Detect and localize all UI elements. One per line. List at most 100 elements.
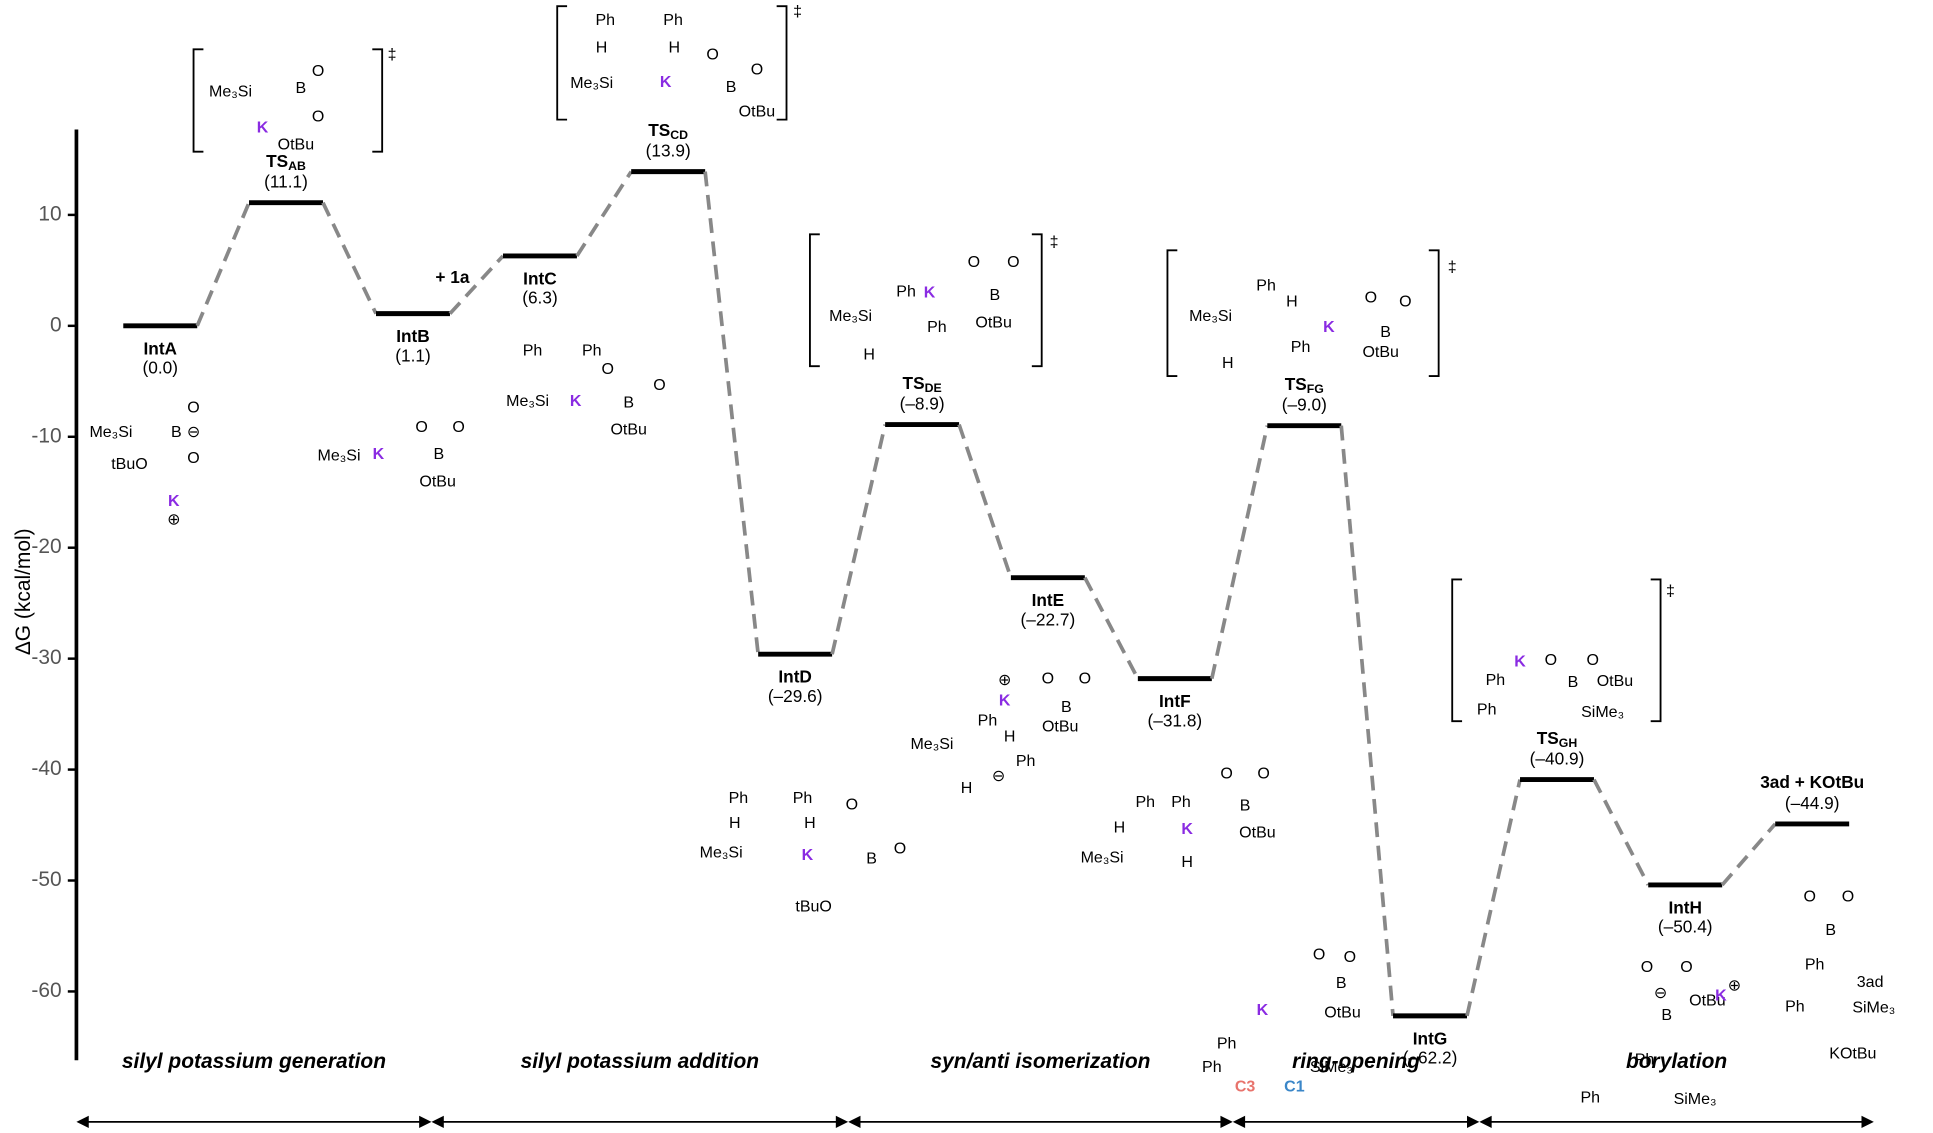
structure-atom: O bbox=[1545, 651, 1557, 669]
structure-atom: O bbox=[1042, 670, 1054, 688]
level-name-main: IntF bbox=[1159, 691, 1191, 711]
structure-atom: H bbox=[863, 345, 875, 363]
connector bbox=[830, 424, 887, 655]
connector bbox=[1083, 576, 1140, 680]
level-name: IntA bbox=[143, 338, 177, 358]
structure-atom: O bbox=[1680, 958, 1692, 976]
structure-atom: 3ad bbox=[1857, 973, 1884, 991]
structure-atom: ‡ bbox=[793, 3, 802, 21]
structure-atom: OtBu bbox=[739, 102, 776, 120]
level-name-main: IntB bbox=[396, 326, 430, 346]
structure-atom: O bbox=[1344, 948, 1356, 966]
structure-atom: O bbox=[751, 61, 763, 79]
structure-atom: KOtBu bbox=[1829, 1044, 1876, 1062]
structure-atom: O bbox=[1641, 958, 1653, 976]
structure-atom: O bbox=[312, 62, 324, 80]
structure-atom: B bbox=[1380, 323, 1391, 341]
structure-atom: Me₃Si bbox=[1189, 307, 1232, 325]
structure-atom: O bbox=[602, 360, 614, 378]
structure-atom: H bbox=[1114, 819, 1126, 837]
structure-atom: Ph bbox=[1171, 793, 1191, 811]
value-label: (–22.7) bbox=[1021, 609, 1076, 629]
structure-atom: H bbox=[596, 38, 608, 56]
structure-atom: Me₃Si bbox=[570, 74, 613, 92]
structure-atom: Me₃Si bbox=[910, 735, 953, 753]
level-name: TSAB bbox=[266, 151, 306, 174]
structure-atom: Ph bbox=[1805, 956, 1825, 974]
level-name: TSGH bbox=[1537, 727, 1578, 750]
structure-atom: H bbox=[961, 779, 973, 797]
structure-atom: B bbox=[726, 78, 737, 96]
structure-atom: H bbox=[1222, 354, 1234, 372]
structure-atom: ⊕ bbox=[1728, 976, 1741, 994]
structure-atom: Ph bbox=[1486, 671, 1506, 689]
structure-atom: Me₃Si bbox=[318, 446, 361, 464]
structure-atom: O bbox=[312, 107, 324, 125]
structure-atom: Me₃Si bbox=[89, 423, 132, 441]
value-label: (6.3) bbox=[522, 288, 557, 308]
structure-atom: Ph bbox=[978, 711, 998, 729]
y-tick-label: 10 bbox=[38, 202, 61, 225]
structure-atom: Ph bbox=[1291, 338, 1311, 356]
level-name-main: 3ad + KOtBu bbox=[1760, 772, 1864, 792]
level-name: TSFG bbox=[1285, 374, 1324, 397]
ts-bracket bbox=[809, 233, 1043, 368]
structure-atom: Ph bbox=[1785, 997, 1805, 1015]
structure-atom: OtBu bbox=[1689, 991, 1726, 1009]
connector bbox=[195, 201, 251, 327]
y-tick-label: -10 bbox=[31, 424, 61, 447]
structure-atom: K bbox=[168, 492, 180, 510]
structure-atom: K bbox=[1715, 986, 1727, 1004]
connector bbox=[1210, 425, 1270, 680]
y-tick-label: -60 bbox=[31, 979, 61, 1002]
ts-bracket bbox=[1166, 249, 1440, 377]
structure-atom: O bbox=[1365, 289, 1377, 307]
structure-atom: Ph bbox=[793, 789, 813, 807]
structure-atom: O bbox=[1313, 946, 1325, 964]
value-label: (–62.2) bbox=[1403, 1048, 1458, 1068]
value-label: (–29.6) bbox=[768, 686, 823, 706]
level-name: IntE bbox=[1032, 590, 1065, 610]
y-axis-label: ΔG (kcal/mol) bbox=[12, 528, 35, 655]
structure-atom: B bbox=[623, 393, 634, 411]
level-name-main: TS bbox=[1537, 727, 1559, 747]
annotation: + 1a bbox=[435, 267, 469, 287]
level-name: TSCD bbox=[648, 120, 688, 143]
structure-atom: O bbox=[1220, 764, 1232, 782]
structure-atom: K bbox=[570, 392, 582, 410]
structure-atom: K bbox=[999, 692, 1011, 710]
structure-atom: O bbox=[1399, 292, 1411, 310]
structure-atom: H bbox=[1181, 853, 1193, 871]
level-name: IntC bbox=[523, 268, 557, 288]
structure-atom: B bbox=[1061, 698, 1072, 716]
structure-atom: OtBu bbox=[1324, 1004, 1361, 1022]
structure-atom: OtBu bbox=[975, 313, 1012, 331]
level-name-main: IntE bbox=[1032, 590, 1065, 610]
structure-atom: Me₃Si bbox=[1081, 848, 1124, 866]
value-label: (13.9) bbox=[646, 140, 691, 160]
structure-atom: Ph bbox=[1202, 1058, 1222, 1076]
structure-atom: SiMe₃ bbox=[1310, 1058, 1353, 1076]
structure-atom: SiMe₃ bbox=[1581, 703, 1624, 721]
structure-atom: ⊖ bbox=[992, 767, 1005, 785]
connector bbox=[1339, 425, 1395, 1017]
structure-atom: OtBu bbox=[1239, 824, 1276, 842]
structure-atom: Me₃Si bbox=[506, 392, 549, 410]
stage-label: silyl potassium generation bbox=[122, 1050, 386, 1073]
structure-atom: K bbox=[257, 118, 269, 136]
structure-atom: B bbox=[295, 79, 306, 97]
value-label: (–31.8) bbox=[1148, 710, 1203, 730]
structure-atom: O bbox=[1257, 764, 1269, 782]
level-name-main: IntC bbox=[523, 268, 557, 288]
level-name-subscript: GH bbox=[1559, 736, 1578, 750]
value-label: (11.1) bbox=[264, 172, 308, 192]
structure-atom: C3 bbox=[1235, 1078, 1256, 1096]
structure-atom: SiMe₃ bbox=[1674, 1090, 1717, 1108]
structure-atom: K bbox=[802, 846, 814, 864]
value-label: (0.0) bbox=[143, 358, 178, 378]
structure-atom: O bbox=[1842, 888, 1854, 906]
structure-atom: SiMe₃ bbox=[1852, 999, 1895, 1017]
level-name-subscript: FG bbox=[1307, 382, 1324, 396]
y-tick-label: -40 bbox=[31, 757, 61, 780]
